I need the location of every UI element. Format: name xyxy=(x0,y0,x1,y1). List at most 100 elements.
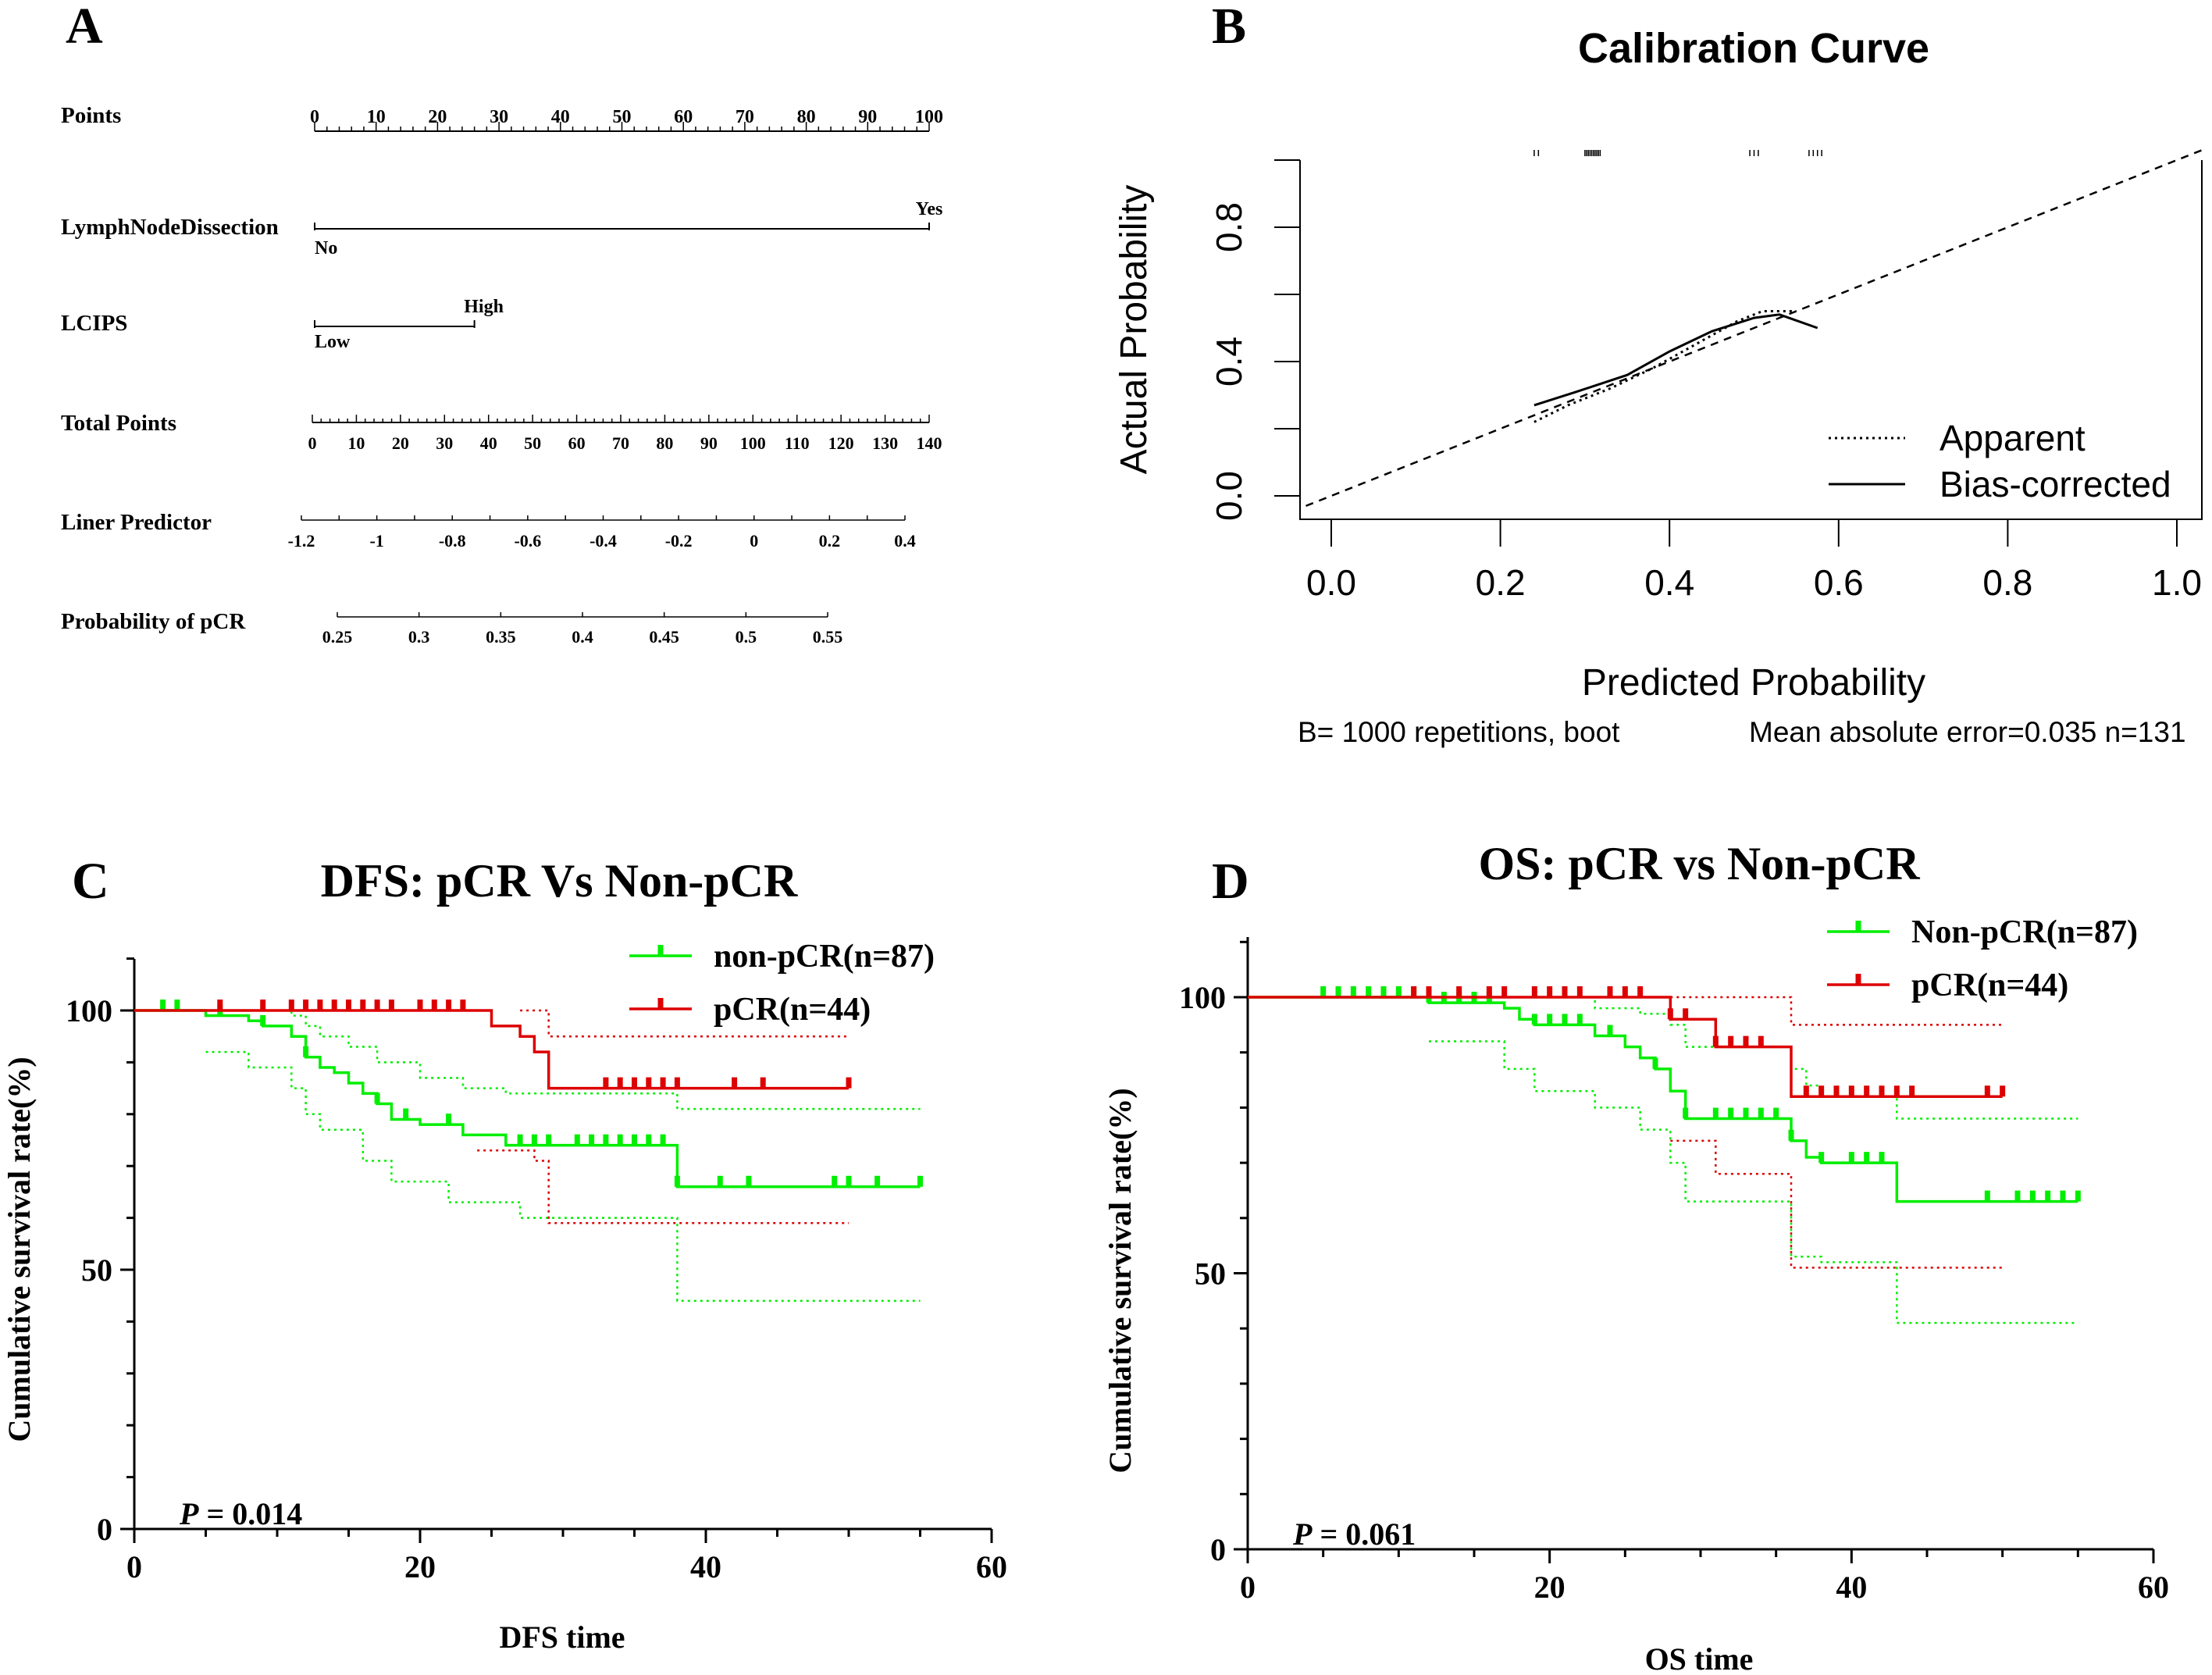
nomogram-lp-tick-label: 0.2 xyxy=(819,531,841,551)
km-legend-label: Non-pCR(n=87) xyxy=(1911,914,2138,950)
os-survival-chart: 0 50 100 0 20 40 60 Non-pCR(n=87) pCR(n=44) P = 0… xyxy=(1179,914,2169,1605)
nomogram-points-tick-label: 0 xyxy=(310,107,319,127)
nomogram-points-tick-label: 10 xyxy=(367,107,386,127)
nomogram-prob-tick-label: 0.25 xyxy=(322,627,353,647)
nomogram-points-tick-label: 80 xyxy=(797,107,816,127)
nomogram-prob-tick-label: 0.35 xyxy=(486,627,516,647)
nomogram-lnd-level-no: No xyxy=(315,238,337,258)
nomogram-prob-tick-label: 0.55 xyxy=(813,627,843,647)
panel-letter-b: B xyxy=(1212,0,1246,55)
calibration-series-bias-corrected xyxy=(1533,313,1818,407)
calibration-x-tick-label: 0.4 xyxy=(1644,562,1694,603)
nomogram-row-label: Probability of pCR xyxy=(61,609,246,634)
km-p-value: P = 0.014 xyxy=(179,1496,302,1531)
nomogram-prob-tick-label: 0.4 xyxy=(572,627,593,647)
nomogram-total-tick-label: 20 xyxy=(392,433,409,453)
km-curve-pcr xyxy=(134,1009,849,1090)
nomogram-points-tick-label: 100 xyxy=(915,107,943,127)
panel-letter-a: A xyxy=(66,0,103,55)
nomogram-points-tick-label: 60 xyxy=(674,107,693,127)
nomogram-total-tick-label: 30 xyxy=(436,433,453,453)
km-legend-label: pCR(n=44) xyxy=(1911,968,2068,1003)
km-y-tick-label: 50 xyxy=(81,1253,112,1288)
km-x-tick-label: 40 xyxy=(690,1549,721,1584)
nomogram-row-label: Total Points xyxy=(61,411,176,436)
nomogram-total-tick-label: 110 xyxy=(785,433,810,453)
km-p-symbol: P xyxy=(1292,1516,1313,1552)
km-p-symbol: P xyxy=(179,1496,199,1531)
nomogram-lp-tick-label: -0.2 xyxy=(665,531,693,551)
nomogram-points-tick-label: 20 xyxy=(428,107,447,127)
calibration-x-tick-label: 0.2 xyxy=(1476,562,1526,603)
nomogram-lp-tick-label: -1 xyxy=(369,531,383,551)
nomogram-points-tick-label: 40 xyxy=(551,107,570,127)
nomogram-lcips-level-low: Low xyxy=(315,332,351,352)
nomogram-row-label: Liner Predictor xyxy=(61,510,212,535)
nomogram-points-tick-label: 30 xyxy=(490,107,508,127)
km-x-tick-label: 20 xyxy=(404,1549,436,1584)
nomogram-total-tick-label: 140 xyxy=(917,433,942,453)
nomogram-row-label: Points xyxy=(61,103,121,128)
nomogram-total-tick-label: 50 xyxy=(524,433,541,453)
nomogram-total-tick-label: 60 xyxy=(568,433,586,453)
calibration-chart: 0.0 0.4 0.8 0.0 0.2 0.4 0.6 0.8 1.0 Apparent Bias-… xyxy=(1209,148,2203,603)
panel-letter-d: D xyxy=(1212,853,1249,910)
chart-b-ylabel: Actual Probability xyxy=(1113,185,1155,475)
chart-d-ylabel: Cumulative survival rate(%) xyxy=(1102,1088,1138,1473)
nomogram-total-tick-label: 70 xyxy=(612,433,629,453)
km-x-tick-label: 60 xyxy=(976,1549,1007,1584)
calibration-x-tick-label: 0.0 xyxy=(1306,562,1356,603)
nomogram-total-tick-label: 0 xyxy=(308,433,317,453)
nomogram-total-tick-label: 90 xyxy=(700,433,718,453)
nomogram-prob-tick-label: 0.5 xyxy=(736,627,757,647)
calibration-series-ideal xyxy=(1305,148,2203,508)
nomogram-total-tick-label: 40 xyxy=(480,433,497,453)
km-ci-lower-nonpcr xyxy=(205,1050,921,1303)
nomogram-row-label: LymphNodeDissection xyxy=(61,215,279,240)
km-x-tick-label: 0 xyxy=(1240,1570,1256,1605)
km-p-value: P = 0.061 xyxy=(1292,1516,1416,1552)
nomogram-lp-tick-label: -0.8 xyxy=(439,531,466,551)
km-ci-upper-nonpcr xyxy=(248,1009,921,1110)
nomogram-prob-tick-label: 0.45 xyxy=(649,627,679,647)
calibration-series-apparent xyxy=(1533,310,1797,423)
km-legend-label: pCR(n=44) xyxy=(714,992,871,1028)
nomogram-row-label: LCIPS xyxy=(61,311,127,336)
km-x-tick-label: 20 xyxy=(1534,1570,1565,1605)
km-curve-nonpcr xyxy=(1248,996,2078,1203)
calibration-legend-label: Apparent xyxy=(1940,418,2086,458)
chart-d-title: OS: pCR vs Non-pCR xyxy=(1478,838,1920,889)
km-y-tick-label: 50 xyxy=(1195,1256,1226,1292)
calibration-y-tick-label: 0.8 xyxy=(1209,202,1249,252)
nomogram-points-tick-label: 90 xyxy=(858,107,877,127)
km-y-tick-label: 100 xyxy=(66,993,112,1028)
km-ci-lower-nonpcr xyxy=(1429,1040,2078,1324)
nomogram-total-tick-label: 10 xyxy=(347,433,365,453)
nomogram-total-tick-label: 100 xyxy=(740,433,766,453)
nomogram-prob-tick-label: 0.3 xyxy=(408,627,430,647)
nomogram-lcips-level-high: High xyxy=(464,297,504,317)
nomogram-points-tick-label: 50 xyxy=(613,107,632,127)
km-x-tick-label: 60 xyxy=(2138,1570,2169,1605)
calibration-y-tick-label: 0.0 xyxy=(1209,471,1249,521)
calibration-x-tick-label: 0.6 xyxy=(1814,562,1864,603)
nomogram-lp-tick-label: -0.4 xyxy=(590,531,617,551)
nomogram-total-tick-label: 120 xyxy=(828,433,854,453)
nomogram-chart: Points LymphNodeDissection LCIPS Total Poin… xyxy=(61,103,943,647)
chart-b-title: Calibration Curve xyxy=(1578,25,1929,72)
km-legend-label: non-pCR(n=87) xyxy=(714,939,935,975)
km-y-tick-label: 0 xyxy=(1210,1532,1226,1567)
km-ci-lower-pcr xyxy=(1670,1139,2003,1269)
km-ci-upper-nonpcr xyxy=(1504,996,2078,1120)
km-ci-lower-pcr xyxy=(477,1149,849,1224)
km-x-tick-label: 0 xyxy=(126,1549,142,1584)
nomogram-lp-tick-label: -1.2 xyxy=(288,531,315,551)
chart-b-footnote-right: Mean absolute error=0.035 n=131 xyxy=(1749,716,2186,748)
km-x-tick-label: 40 xyxy=(1836,1570,1867,1605)
km-ci-upper-pcr xyxy=(520,1009,849,1038)
calibration-y-tick-label: 0.4 xyxy=(1209,337,1249,387)
nomogram-lp-tick-label: -0.6 xyxy=(514,531,541,551)
nomogram-points-tick-label: 70 xyxy=(736,107,754,127)
chart-b-xlabel: Predicted Probability xyxy=(1582,662,1925,704)
